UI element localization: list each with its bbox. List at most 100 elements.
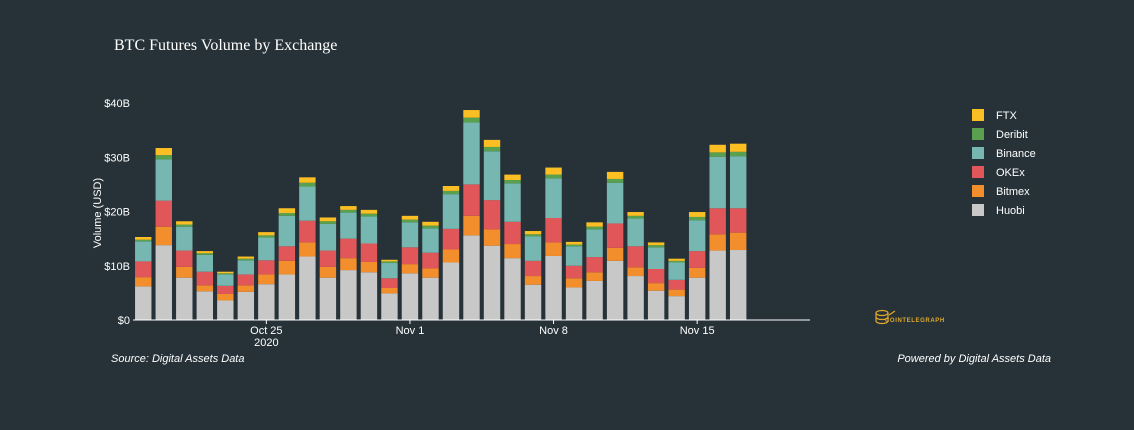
bar-segment-deribit[interactable] (668, 260, 685, 263)
bar-segment-deribit[interactable] (237, 258, 255, 261)
bar-segment-huobi[interactable] (586, 280, 603, 320)
bar-segment-bitmex[interactable] (237, 285, 255, 292)
bar-segment-deribit[interactable] (381, 261, 398, 264)
bar-segment-bitmex[interactable] (483, 229, 501, 246)
bar-segment-huobi[interactable] (319, 277, 337, 320)
bar-segment-okex[interactable] (586, 257, 603, 273)
bar-segment-okex[interactable] (668, 279, 685, 290)
bar-segment-bitmex[interactable] (360, 261, 378, 273)
bar-segment-binance[interactable] (422, 228, 439, 253)
bar-segment-okex[interactable] (545, 218, 562, 243)
bar-segment-huobi[interactable] (668, 296, 685, 320)
bar-segment-huobi[interactable] (299, 256, 316, 320)
bar-segment-ftx[interactable] (278, 208, 296, 214)
bar-segment-binance[interactable] (463, 122, 480, 185)
bar-segment-bitmex[interactable] (319, 266, 337, 278)
bar-segment-bitmex[interactable] (401, 264, 419, 274)
bar-segment-okex[interactable] (340, 238, 357, 259)
bar-segment-ftx[interactable] (176, 221, 193, 225)
bar-segment-ftx[interactable] (237, 256, 255, 259)
bar-segment-huobi[interactable] (627, 276, 644, 320)
bar-segment-okex[interactable] (729, 208, 747, 233)
bar-segment-deribit[interactable] (709, 152, 726, 157)
bar-segment-binance[interactable] (483, 151, 501, 201)
bar-segment-okex[interactable] (401, 247, 419, 265)
bar-segment-bitmex[interactable] (155, 226, 172, 246)
bar-segment-deribit[interactable] (422, 225, 439, 229)
bar-segment-bitmex[interactable] (729, 232, 747, 251)
bar-segment-binance[interactable] (381, 263, 398, 279)
bar-segment-binance[interactable] (258, 237, 275, 261)
bar-segment-deribit[interactable] (627, 215, 644, 219)
bar-segment-bitmex[interactable] (340, 258, 357, 271)
bar-segment-binance[interactable] (504, 183, 521, 222)
legend[interactable]: FTX Deribit Binance OKEx Bitmex Huobi (972, 109, 1036, 217)
bar-segment-ftx[interactable] (647, 242, 665, 246)
bar-segment-bitmex[interactable] (627, 267, 644, 277)
bar-segment-ftx[interactable] (586, 222, 603, 227)
bar-segment-deribit[interactable] (565, 244, 583, 247)
bar-segment-bitmex[interactable] (135, 277, 152, 287)
bar-segment-okex[interactable] (606, 223, 624, 248)
bar-segment-huobi[interactable] (647, 290, 665, 320)
bar-segment-deribit[interactable] (135, 239, 152, 242)
bar-segment-ftx[interactable] (422, 221, 439, 226)
bar-segment-bitmex[interactable] (606, 247, 624, 261)
bar-segment-deribit[interactable] (299, 182, 316, 187)
bar-segment-huobi[interactable] (258, 284, 275, 320)
bar-segment-huobi[interactable] (565, 287, 583, 320)
bar-segment-ftx[interactable] (524, 231, 542, 235)
bar-segment-deribit[interactable] (319, 221, 337, 224)
bar-segment-okex[interactable] (483, 200, 501, 230)
bar-segment-ftx[interactable] (319, 217, 337, 222)
bar-segment-binance[interactable] (217, 274, 234, 286)
bar-segment-deribit[interactable] (586, 226, 603, 230)
bar-segment-binance[interactable] (401, 222, 419, 248)
bar-segment-huobi[interactable] (606, 260, 624, 320)
bar-segment-okex[interactable] (319, 250, 337, 267)
bar-segment-deribit[interactable] (340, 209, 357, 213)
bar-segment-binance[interactable] (545, 178, 562, 219)
bar-segment-ftx[interactable] (135, 236, 152, 240)
bar-segment-deribit[interactable] (688, 216, 706, 221)
bar-segment-binance[interactable] (729, 156, 747, 209)
bar-segment-bitmex[interactable] (258, 274, 275, 285)
bar-segment-binance[interactable] (668, 262, 685, 280)
bar-segment-binance[interactable] (319, 223, 337, 251)
bar-segment-bitmex[interactable] (504, 244, 521, 259)
bar-segment-deribit[interactable] (258, 235, 275, 238)
bar-segment-ftx[interactable] (709, 144, 726, 153)
bar-segment-okex[interactable] (524, 260, 542, 277)
bar-segment-binance[interactable] (299, 186, 316, 221)
bar-segment-binance[interactable] (360, 216, 378, 244)
bar-segment-bitmex[interactable] (463, 215, 480, 236)
bar-segment-okex[interactable] (442, 228, 460, 250)
bar-segment-deribit[interactable] (524, 234, 542, 237)
bar-segment-deribit[interactable] (606, 178, 624, 183)
bar-segment-deribit[interactable] (401, 219, 419, 223)
legend-item-okex[interactable]: OKEx (972, 166, 1025, 179)
bar-segment-binance[interactable] (442, 194, 460, 229)
bar-segment-binance[interactable] (176, 226, 193, 251)
bar-segment-okex[interactable] (504, 221, 521, 245)
bar-segment-ftx[interactable] (401, 215, 419, 220)
bar-segment-huobi[interactable] (709, 250, 726, 320)
bar-segment-huobi[interactable] (196, 291, 214, 320)
bar-segment-okex[interactable] (463, 184, 480, 216)
bar-segment-ftx[interactable] (217, 271, 234, 274)
bar-segment-ftx[interactable] (504, 174, 521, 181)
legend-item-deribit[interactable]: Deribit (972, 128, 1028, 141)
bar-segment-huobi[interactable] (422, 277, 439, 320)
bar-segment-binance[interactable] (565, 246, 583, 266)
legend-item-huobi[interactable]: Huobi (972, 204, 1025, 217)
bar-segment-huobi[interactable] (381, 293, 398, 320)
bar-segment-binance[interactable] (606, 182, 624, 224)
bar-segment-deribit[interactable] (504, 180, 521, 184)
bar-segment-bitmex[interactable] (709, 234, 726, 251)
bar-segment-ftx[interactable] (565, 241, 583, 245)
bar-segment-ftx[interactable] (340, 206, 357, 210)
bar-segment-binance[interactable] (586, 229, 603, 258)
bar-segment-binance[interactable] (155, 159, 172, 201)
bar-segment-ftx[interactable] (299, 177, 316, 183)
bar-segment-deribit[interactable] (647, 245, 665, 248)
